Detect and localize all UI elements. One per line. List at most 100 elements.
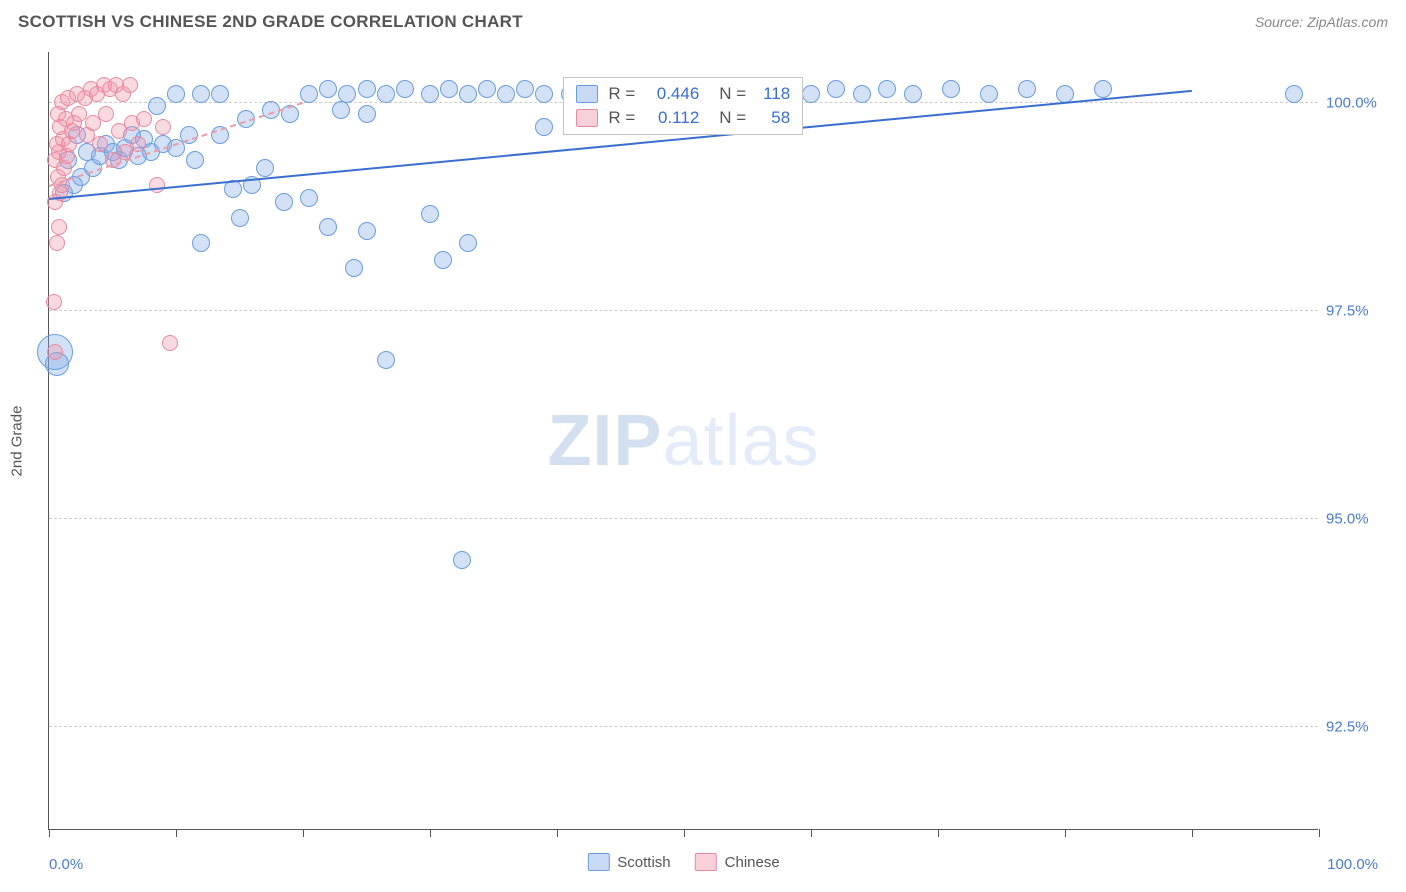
x-tick xyxy=(557,829,558,837)
scatter-point xyxy=(345,259,363,277)
stat-r-value: 0.446 xyxy=(645,84,699,104)
scatter-point xyxy=(459,85,477,103)
scatter-point xyxy=(1094,80,1112,98)
bottom-legend: Scottish Chinese xyxy=(587,853,779,871)
stat-n-value: 58 xyxy=(756,108,790,128)
legend-text: Chinese xyxy=(725,854,780,871)
scatter-point xyxy=(256,159,274,177)
scatter-point xyxy=(300,85,318,103)
scatter-point xyxy=(136,111,152,127)
scatter-point xyxy=(319,218,337,236)
stats-box: R =0.446N =118R =0.112N =58 xyxy=(563,77,803,135)
watermark-zip: ZIP xyxy=(547,401,662,481)
scatter-point xyxy=(358,222,376,240)
scatter-point xyxy=(338,85,356,103)
x-tick xyxy=(176,829,177,837)
x-tick xyxy=(938,829,939,837)
watermark: ZIPatlas xyxy=(547,400,819,482)
y-axis-title: 2nd Grade xyxy=(9,405,26,476)
scatter-point xyxy=(319,80,337,98)
y-tick-label: 92.5% xyxy=(1326,718,1390,735)
scatter-point xyxy=(211,85,229,103)
scatter-point xyxy=(453,551,471,569)
gridline: 95.0% xyxy=(49,518,1318,519)
stat-n-value: 118 xyxy=(756,84,790,104)
scatter-point xyxy=(149,177,165,193)
gridline: 97.5% xyxy=(49,310,1318,311)
scatter-point xyxy=(122,77,138,93)
plot-area: 2nd Grade ZIPatlas 92.5%95.0%97.5%100.0%… xyxy=(48,52,1318,830)
swatch-chinese xyxy=(576,109,598,127)
scatter-point xyxy=(1018,80,1036,98)
scatter-point xyxy=(358,80,376,98)
chart-header: SCOTTISH VS CHINESE 2ND GRADE CORRELATIO… xyxy=(0,0,1406,40)
scatter-point xyxy=(231,209,249,227)
chart-title: SCOTTISH VS CHINESE 2ND GRADE CORRELATIO… xyxy=(18,12,523,32)
scatter-point xyxy=(535,85,553,103)
scatter-point xyxy=(167,85,185,103)
gridline: 92.5% xyxy=(49,726,1318,727)
scatter-point xyxy=(827,80,845,98)
scatter-point xyxy=(358,105,376,123)
scatter-point xyxy=(148,97,166,115)
scatter-point xyxy=(98,106,114,122)
scatter-point xyxy=(47,344,63,360)
x-tick xyxy=(811,829,812,837)
stat-r-label: R = xyxy=(608,84,635,104)
y-tick-label: 95.0% xyxy=(1326,510,1390,527)
scatter-point xyxy=(434,251,452,269)
legend-text: Scottish xyxy=(617,854,670,871)
scatter-point xyxy=(192,85,210,103)
scatter-point xyxy=(162,335,178,351)
x-tick xyxy=(430,829,431,837)
x-tick xyxy=(49,829,50,837)
scatter-point xyxy=(1056,85,1074,103)
scatter-point xyxy=(192,234,210,252)
scatter-point xyxy=(459,234,477,252)
scatter-point xyxy=(155,119,171,135)
scatter-point xyxy=(332,101,350,119)
scatter-point xyxy=(980,85,998,103)
stats-row: R =0.446N =118 xyxy=(564,82,802,106)
source-label: Source: ZipAtlas.com xyxy=(1255,14,1388,30)
legend-swatch xyxy=(695,853,717,871)
scatter-point xyxy=(186,151,204,169)
chart-wrap: 2nd Grade ZIPatlas 92.5% 95.0% 97.5% 100.0%… xyxy=(0,40,1406,880)
scatter-point xyxy=(878,80,896,98)
scatter-point xyxy=(421,205,439,223)
x-tick xyxy=(1319,829,1320,837)
scatter-point xyxy=(497,85,515,103)
scatter-point xyxy=(535,118,553,136)
scatter-point xyxy=(396,80,414,98)
watermark-atlas: atlas xyxy=(662,401,819,481)
x-tick xyxy=(1192,829,1193,837)
swatch-scottish xyxy=(576,85,598,103)
scatter-point xyxy=(377,85,395,103)
scatter-point xyxy=(904,85,922,103)
scatter-point xyxy=(275,193,293,211)
legend-item: Scottish xyxy=(587,853,670,871)
scatter-point xyxy=(49,235,65,251)
x-tick xyxy=(684,829,685,837)
x-tick-label-min: 0.0% xyxy=(49,856,83,873)
scatter-point xyxy=(421,85,439,103)
scatter-point xyxy=(942,80,960,98)
scatter-point xyxy=(300,189,318,207)
scatter-point xyxy=(46,294,62,310)
scatter-point xyxy=(377,351,395,369)
stat-r-label: R = xyxy=(608,108,635,128)
scatter-point xyxy=(853,85,871,103)
stat-n-label: N = xyxy=(719,108,746,128)
x-tick xyxy=(303,829,304,837)
scatter-point xyxy=(516,80,534,98)
x-tick-label-max: 100.0% xyxy=(1327,856,1378,873)
legend-item: Chinese xyxy=(695,853,780,871)
scatter-point xyxy=(92,136,108,152)
scatter-point xyxy=(478,80,496,98)
y-tick-label: 100.0% xyxy=(1326,94,1390,111)
scatter-point xyxy=(802,85,820,103)
scatter-point xyxy=(51,219,67,235)
scatter-point xyxy=(440,80,458,98)
legend-swatch xyxy=(587,853,609,871)
stat-r-value: 0.112 xyxy=(645,108,699,128)
